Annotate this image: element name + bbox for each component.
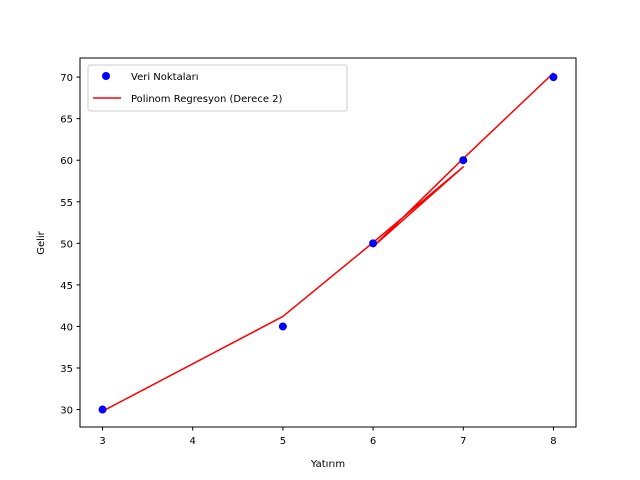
- x-tick-label: 8: [550, 436, 556, 447]
- data-point: [369, 239, 378, 248]
- y-tick-label: 65: [60, 115, 73, 126]
- data-point: [459, 156, 468, 165]
- y-axis-label: Gelir: [36, 230, 47, 254]
- legend-label-scatter: Veri Noktaları: [131, 72, 199, 83]
- y-tick-label: 30: [60, 406, 73, 417]
- legend: Veri Noktaları Polinom Regresyon (Derece…: [87, 64, 348, 112]
- legend-marker-scatter: [102, 72, 110, 80]
- y-tick-label: 50: [60, 239, 73, 250]
- x-axis-label: Yatırım: [310, 459, 345, 470]
- y-ticks: 30 35 40 45 50 55 60 65 70: [60, 73, 80, 417]
- x-tick-label: 5: [280, 436, 286, 447]
- y-tick-label: 60: [60, 156, 73, 167]
- y-tick-label: 70: [60, 73, 73, 84]
- plot-frame: [79, 57, 577, 428]
- legend-box: [87, 64, 348, 112]
- data-point: [278, 322, 287, 331]
- data-point: [98, 405, 107, 414]
- series-layer: [98, 72, 558, 414]
- y-tick-label: 55: [60, 198, 73, 209]
- x-ticks: 3 4 5 6 7 8: [99, 427, 557, 447]
- y-tick-label: 35: [60, 364, 73, 375]
- legend-label-line: Polinom Regresyon (Derece 2): [131, 94, 283, 105]
- y-tick-label: 40: [60, 322, 73, 333]
- x-tick-label: 3: [99, 436, 105, 447]
- x-tick-label: 7: [460, 436, 466, 447]
- x-tick-label: 4: [190, 436, 196, 447]
- y-tick-label: 45: [60, 281, 73, 292]
- data-point: [549, 73, 558, 82]
- x-tick-label: 6: [370, 436, 376, 447]
- axes-layer: [79, 57, 577, 428]
- plot-background: [80, 58, 576, 427]
